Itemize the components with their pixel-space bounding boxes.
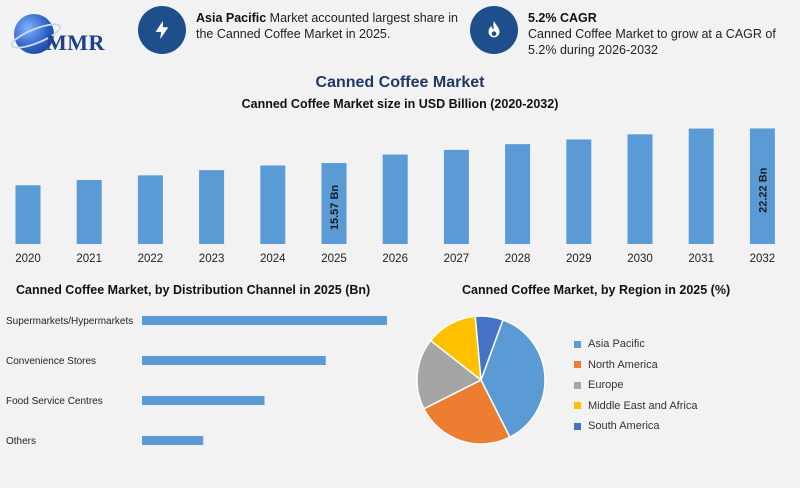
info-card-region-line1: Market accounted largest share in bbox=[266, 11, 458, 25]
mmr-logo: MMR bbox=[6, 8, 118, 66]
legend-item: Europe bbox=[574, 375, 697, 396]
bar-2031 bbox=[688, 128, 714, 244]
pie-slice bbox=[416, 339, 483, 410]
x-tick-label: 2027 bbox=[444, 253, 470, 265]
region-legend: Asia Pacific North America Europe Middle Ea… bbox=[574, 334, 697, 437]
bar-2028 bbox=[505, 144, 531, 244]
channel-bar bbox=[142, 396, 265, 405]
legend-label: Asia Pacific bbox=[588, 338, 645, 351]
info-card-cagr-bold: 5.2% CAGR bbox=[528, 11, 597, 25]
globe-icon bbox=[14, 14, 54, 54]
legend-label: South America bbox=[588, 420, 660, 433]
x-tick-label: 2022 bbox=[138, 253, 164, 265]
region-chart-title: Canned Coffee Market, by Region in 2025 … bbox=[462, 283, 731, 297]
channel-label: Others bbox=[6, 436, 36, 447]
x-tick-label: 2032 bbox=[750, 253, 776, 265]
bar-data-label: 15.57 Bn bbox=[329, 185, 341, 231]
bar-2023 bbox=[199, 170, 225, 244]
channel-bar bbox=[142, 356, 326, 365]
chart-subtitle: Canned Coffee Market size in USD Billion… bbox=[241, 97, 559, 111]
legend-label: Europe bbox=[588, 379, 624, 392]
legend-swatch bbox=[574, 361, 581, 369]
bar-2022 bbox=[137, 175, 163, 244]
legend-item: Middle East and Africa bbox=[574, 396, 697, 417]
pie-slice bbox=[474, 315, 504, 381]
x-tick-label: 2021 bbox=[76, 253, 102, 265]
channel-label: Supermarkets/Hypermarkets bbox=[6, 316, 133, 327]
distribution-channel-chart: Supermarkets/Hypermarkets Convenience Sto… bbox=[6, 316, 387, 447]
legend-swatch bbox=[574, 340, 581, 348]
channel-label: Food Service Centres bbox=[6, 396, 103, 407]
legend-item: Asia Pacific bbox=[574, 334, 697, 355]
chart-title: Canned Coffee Market bbox=[315, 74, 485, 91]
x-tick-label: 2031 bbox=[688, 253, 714, 265]
x-tick-label: 2024 bbox=[260, 253, 286, 265]
x-tick-label: 2026 bbox=[382, 253, 408, 265]
bar-2020 bbox=[15, 185, 41, 244]
legend-item: North America bbox=[574, 355, 697, 376]
bar-2026 bbox=[382, 154, 408, 244]
channel-label: Convenience Stores bbox=[6, 356, 96, 367]
logo-text: MMR bbox=[46, 30, 105, 55]
info-card-region-text: Asia Pacific Market accounted largest sh… bbox=[196, 10, 466, 42]
lightning-icon bbox=[138, 6, 186, 54]
info-card-cagr-line1: Canned Coffee Market to grow at a CAGR o… bbox=[528, 27, 776, 41]
x-tick-label: 2028 bbox=[505, 253, 531, 265]
legend-swatch bbox=[574, 422, 581, 430]
bar-data-label: 22.22 Bn bbox=[757, 167, 769, 213]
pie-slice bbox=[422, 378, 511, 445]
legend-swatch bbox=[574, 381, 581, 389]
x-tick-label: 2029 bbox=[566, 253, 592, 265]
x-tick-label: 2025 bbox=[321, 253, 347, 265]
info-card-cagr-text: 5.2% CAGR Canned Coffee Market to grow a… bbox=[528, 10, 798, 58]
x-tick-label: 2023 bbox=[199, 253, 225, 265]
bar-2025 bbox=[321, 163, 347, 244]
channel-bar bbox=[142, 436, 204, 445]
info-card-cagr-line2: 5.2% during 2026-2032 bbox=[528, 43, 658, 57]
info-card-cagr: 5.2% CAGR Canned Coffee Market to grow a… bbox=[470, 6, 790, 58]
region-pie-chart bbox=[416, 315, 546, 445]
pie-slice bbox=[480, 318, 546, 439]
legend-swatch bbox=[574, 402, 581, 410]
info-card-region-line2: the Canned Coffee Market in 2025. bbox=[196, 27, 391, 41]
bar-2027 bbox=[443, 149, 469, 244]
market-size-bar-chart: 2020 2021 2022 2023 2024 2025 15.57 Bn 2026 2027… bbox=[15, 128, 776, 265]
flame-icon bbox=[470, 6, 518, 54]
legend-item: South America bbox=[574, 416, 697, 437]
bar-2024 bbox=[260, 165, 286, 244]
legend-label: North America bbox=[588, 358, 658, 371]
bar-2029 bbox=[566, 139, 592, 244]
bar-2021 bbox=[76, 180, 102, 244]
x-tick-label: 2030 bbox=[627, 253, 653, 265]
info-card-region: Asia Pacific Market accounted largest sh… bbox=[138, 6, 468, 58]
bar-2030 bbox=[627, 134, 653, 244]
x-tick-label: 2020 bbox=[15, 253, 41, 265]
distribution-chart-title: Canned Coffee Market, by Distribution Ch… bbox=[16, 283, 371, 297]
info-card-region-bold: Asia Pacific bbox=[196, 11, 267, 25]
channel-bar bbox=[142, 316, 387, 325]
legend-label: Middle East and Africa bbox=[588, 399, 698, 412]
bar-2032 bbox=[749, 128, 775, 244]
